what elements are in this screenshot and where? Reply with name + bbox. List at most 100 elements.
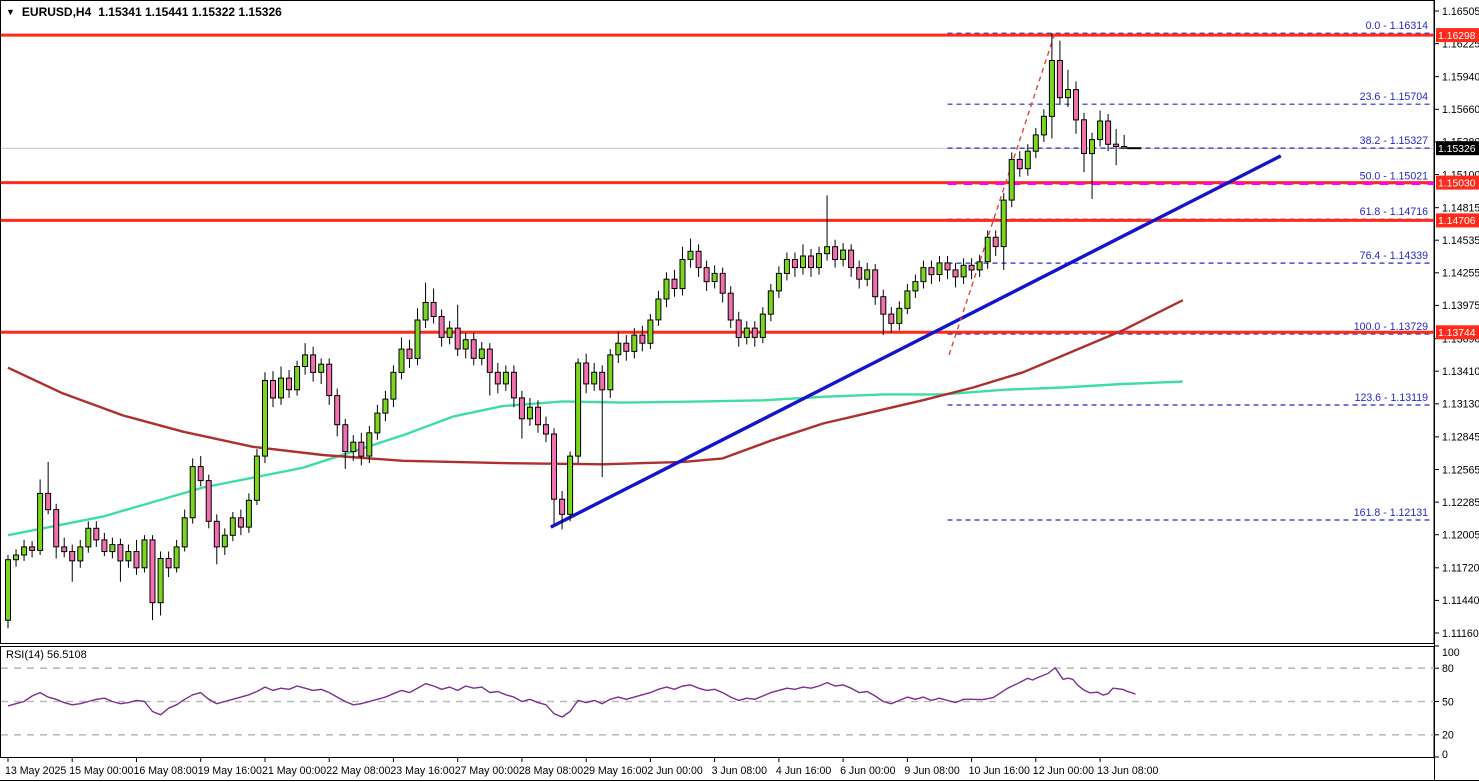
date-tick-label: 6 Jun 00:00 xyxy=(840,765,895,777)
svg-text:1.15326: 1.15326 xyxy=(1438,144,1476,155)
candle xyxy=(422,282,429,329)
candle xyxy=(53,503,60,559)
trend-line-blue[interactable] xyxy=(550,154,1282,529)
candle xyxy=(960,258,967,284)
candle xyxy=(213,514,220,565)
candle xyxy=(727,286,734,329)
candle xyxy=(735,311,742,347)
candle xyxy=(535,400,541,433)
candle xyxy=(205,474,212,529)
candle xyxy=(1056,40,1063,105)
candle xyxy=(310,346,317,382)
candle xyxy=(896,301,903,331)
price-badge-red: 1.15030 xyxy=(1436,175,1479,190)
candle xyxy=(583,353,590,394)
candle xyxy=(518,390,525,439)
candle xyxy=(486,343,493,396)
candle xyxy=(1024,144,1031,176)
price-tick-label: 1.12845 xyxy=(1442,432,1479,444)
fib-label-76.4: 76.4 - 1.14339 xyxy=(1360,250,1428,262)
candle xyxy=(703,260,710,291)
rsi-line xyxy=(7,667,1136,718)
fib-label-23.6: 23.6 - 1.15704 xyxy=(1360,91,1428,103)
candle xyxy=(141,535,148,573)
candle xyxy=(880,289,887,336)
candle xyxy=(751,321,758,347)
fib-label-38.2: 38.2 - 1.15327 xyxy=(1360,135,1428,147)
candle xyxy=(631,328,638,359)
candle xyxy=(165,551,172,578)
rsi-scale-label: 100 xyxy=(1442,647,1460,659)
candle xyxy=(13,549,19,567)
symbol-dropdown-icon[interactable]: ▼ xyxy=(6,6,15,17)
date-tick-label: 12 Jun 00:00 xyxy=(1033,765,1094,777)
candles-layer xyxy=(5,33,1128,629)
candle xyxy=(984,230,991,269)
candle xyxy=(623,335,630,361)
candle xyxy=(856,260,863,289)
red-dashed-projection-line[interactable] xyxy=(948,32,1056,356)
price-tick-label: 1.14535 xyxy=(1442,235,1479,247)
price-tick-label: 1.12005 xyxy=(1442,529,1479,541)
fib-label-123.6: 123.6 - 1.13119 xyxy=(1355,392,1429,404)
svg-text:1.13744: 1.13744 xyxy=(1438,328,1476,339)
candle xyxy=(262,372,268,464)
rsi-scale-label: 80 xyxy=(1442,663,1454,675)
price-tick-label: 1.13130 xyxy=(1442,399,1479,411)
candle xyxy=(575,358,582,464)
price-tick-label: 1.15660 xyxy=(1442,104,1479,116)
symbol-period-label: EURUSD,H4 xyxy=(21,5,92,19)
candle xyxy=(1105,114,1112,152)
candle xyxy=(470,332,477,366)
candle xyxy=(334,388,341,437)
price-tick-label: 1.11440 xyxy=(1442,595,1479,607)
candle xyxy=(1065,69,1071,107)
candle xyxy=(968,258,975,280)
candle xyxy=(1032,128,1039,159)
candle xyxy=(446,321,453,345)
rsi-scale-label: 50 xyxy=(1442,696,1454,708)
price-tick-label: 1.11160 xyxy=(1442,628,1479,640)
candle xyxy=(478,342,485,366)
candle xyxy=(454,304,461,356)
candle xyxy=(101,532,108,557)
candle xyxy=(936,256,943,282)
candle xyxy=(800,244,806,275)
fib-label-100.0: 100.0 - 1.13729 xyxy=(1354,321,1428,333)
candle xyxy=(647,314,654,350)
candle xyxy=(759,307,766,344)
date-tick-label: 27 May 00:00 xyxy=(455,765,519,777)
candle xyxy=(840,243,847,267)
candle xyxy=(711,265,718,289)
date-tick-label: 13 May 2025 xyxy=(5,765,66,777)
date-tick-label: 3 Jun 08:00 xyxy=(712,765,767,777)
candle xyxy=(302,343,309,375)
candle xyxy=(1000,193,1007,270)
price-tick-label: 1.15940 xyxy=(1442,71,1479,83)
ma-fast-green xyxy=(7,380,1183,537)
candle xyxy=(928,260,935,284)
date-tick-label: 16 May 08:00 xyxy=(134,765,198,777)
chart-title-bar: ▼ EURUSD,H4 1.15341 1.15441 1.15322 1.15… xyxy=(6,5,282,19)
candle xyxy=(326,358,333,405)
candle xyxy=(864,262,871,287)
candle xyxy=(374,404,381,440)
fibonacci-retracement[interactable] xyxy=(947,32,1434,521)
candle xyxy=(390,365,397,408)
candle xyxy=(816,246,822,275)
date-tick-label: 13 Jun 08:00 xyxy=(1097,765,1158,777)
candle xyxy=(783,252,790,281)
candle xyxy=(567,451,574,522)
candle xyxy=(687,238,694,268)
candle xyxy=(599,365,606,478)
candle xyxy=(382,390,389,422)
date-tick-label: 22 May 08:00 xyxy=(326,765,390,777)
candle xyxy=(21,539,28,561)
fib-label-61.8: 61.8 - 1.14716 xyxy=(1360,206,1428,218)
candle xyxy=(767,283,774,322)
candle xyxy=(109,537,116,559)
candle xyxy=(430,288,437,324)
red-hlines[interactable] xyxy=(1,33,1434,334)
svg-text:1.14706: 1.14706 xyxy=(1438,216,1476,227)
